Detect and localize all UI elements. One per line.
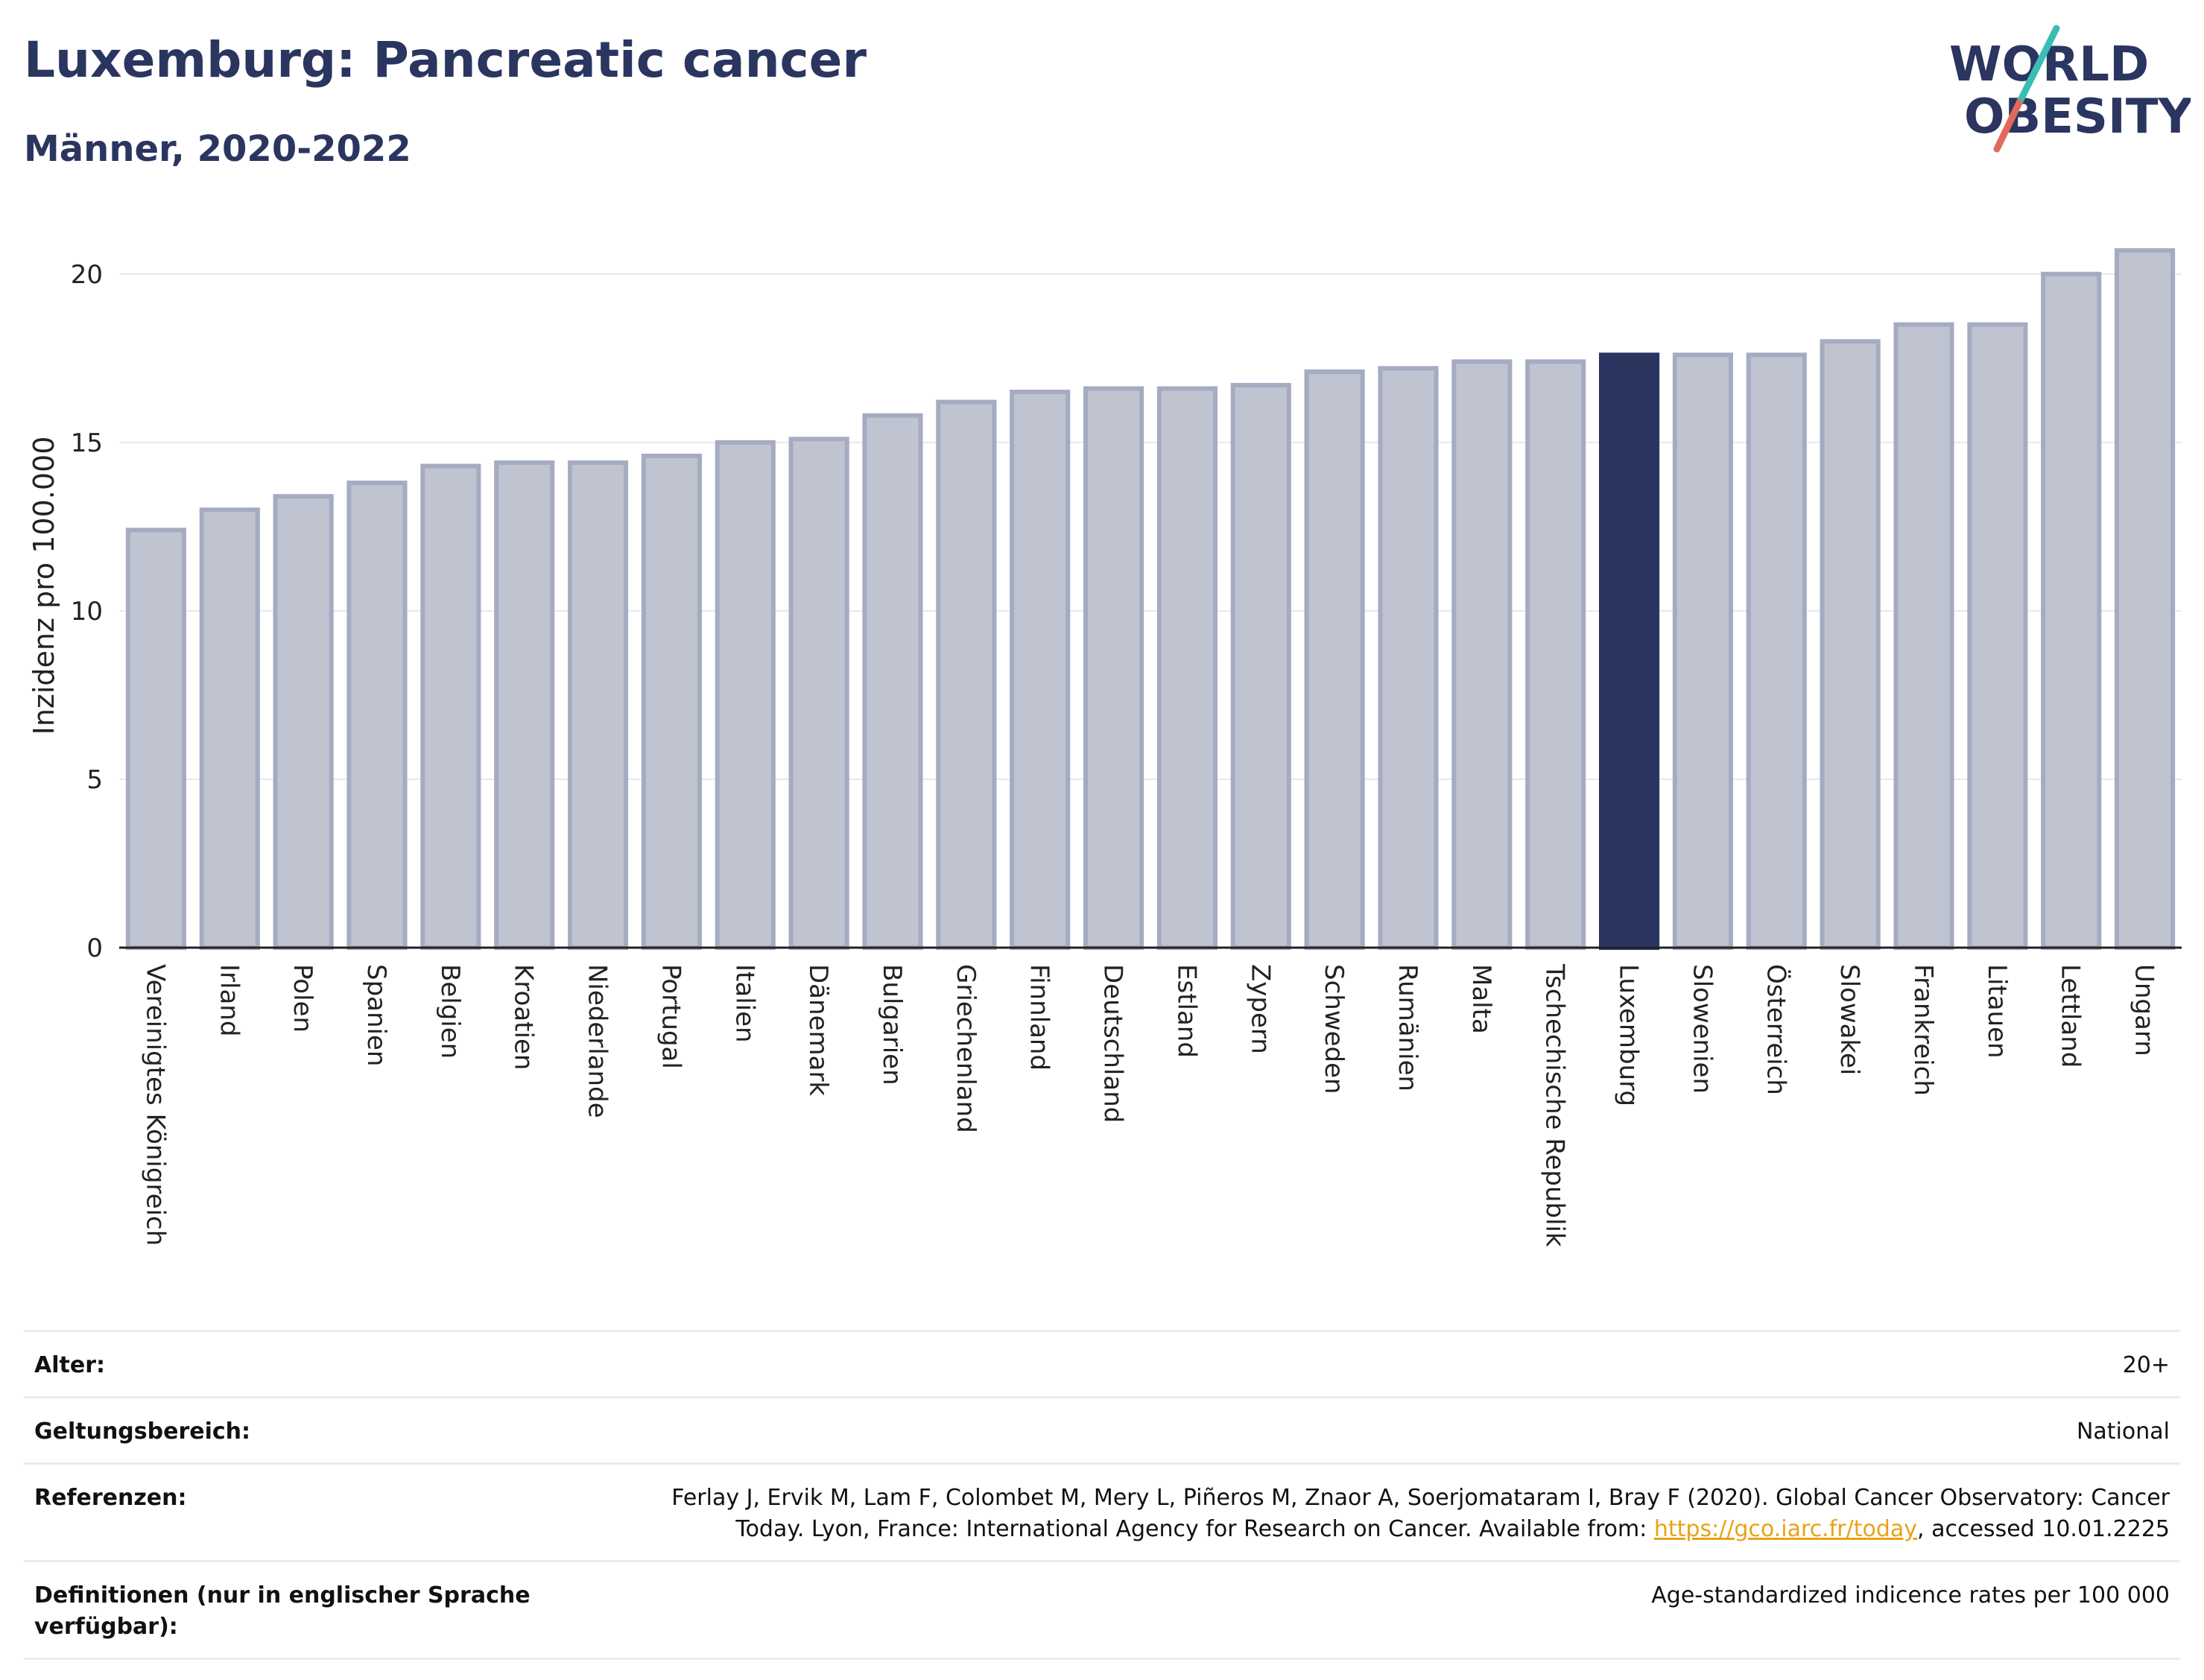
- x-tick-label: Lettland: [2056, 964, 2086, 1068]
- y-tick-label: 10: [71, 597, 103, 627]
- x-tick-label: Luxemburg: [1614, 964, 1644, 1106]
- bar: [125, 527, 186, 950]
- meta-value: Age-standardized indicence rates per 100…: [1651, 1582, 2170, 1608]
- bar: [346, 481, 408, 950]
- x-tick-label: Frankreich: [1908, 964, 1938, 1096]
- bar: [568, 460, 629, 950]
- bar: [1525, 359, 1586, 950]
- x-tick-label: Tschechische Republik: [1540, 963, 1570, 1247]
- bars: [125, 248, 2176, 951]
- bar: [1672, 352, 1733, 950]
- meta-value: 20+: [2122, 1352, 2170, 1378]
- meta-key: Geltungsbereich:: [34, 1419, 251, 1445]
- x-tick-label: Zypern: [1245, 964, 1275, 1054]
- bar: [1230, 383, 1291, 950]
- bar: [715, 440, 776, 950]
- meta-row-definitions: Definitionen (nur in englischer Sprache …: [24, 1560, 2180, 1660]
- x-tick-label: Italien: [729, 964, 759, 1043]
- meta-row-references: Referenzen: Ferlay J, Ervik M, Lam F, Co…: [24, 1462, 2180, 1560]
- x-tick-label: Deutschland: [1098, 964, 1128, 1123]
- y-tick-label: 0: [86, 933, 103, 963]
- chart-title: Luxemburg: Pancreatic cancer: [24, 31, 867, 89]
- bar: [936, 399, 997, 950]
- y-axis-label: Inzidenz pro 100.000: [28, 437, 60, 735]
- x-tick-label: Estland: [1171, 964, 1201, 1058]
- y-tick-label: 20: [71, 260, 103, 290]
- x-tick-label: Slowakei: [1834, 964, 1864, 1075]
- meta-key: Definitionen (nur in englischer Sprache …: [34, 1582, 531, 1640]
- meta-value: Ferlay J, Ervik M, Lam F, Colombet M, Me…: [605, 1483, 2170, 1545]
- chart-subtitle: Männer, 2020-2022: [24, 128, 411, 170]
- x-tick-label: Bulgarien: [877, 964, 907, 1085]
- bar: [1304, 369, 1365, 950]
- logo-slash-red: [1993, 99, 2023, 153]
- bar: [420, 463, 481, 950]
- bar: [1746, 352, 1807, 950]
- x-tick-label: Belgien: [435, 964, 465, 1059]
- x-tick-label: Kroatien: [509, 964, 539, 1070]
- bar: [641, 453, 702, 950]
- x-tick-label: Litauen: [1982, 964, 2012, 1059]
- bar: [1378, 366, 1439, 950]
- meta-row-age: Alter: 20+: [24, 1330, 2180, 1396]
- x-tick-label: Österreich: [1761, 964, 1791, 1095]
- world-obesity-logo: WORLD OBESITY: [1949, 25, 2191, 153]
- logo-slash-teal: [2015, 25, 2060, 107]
- bar: [1451, 359, 1513, 950]
- bar: [494, 460, 555, 950]
- bar: [1967, 322, 2028, 950]
- bar: [1083, 386, 1144, 950]
- reference-link[interactable]: https://gco.iarc.fr/today: [1653, 1516, 1918, 1542]
- x-tick-label: Malta: [1466, 964, 1496, 1034]
- meta-value: National: [2076, 1419, 2170, 1445]
- bar: [1820, 339, 1881, 950]
- bar: [788, 437, 849, 950]
- x-tick-label: Portugal: [656, 964, 685, 1069]
- bar: [862, 413, 923, 950]
- bar: [199, 507, 260, 950]
- x-tick-label: Niederlande: [583, 964, 612, 1118]
- meta-row-scope: Geltungsbereich: National: [24, 1396, 2180, 1462]
- bar-chart: 0 5 10 15 20 Vereinigtes Königreich Irland Pole…: [28, 248, 2182, 1247]
- x-tick-label: Griechenland: [951, 964, 981, 1133]
- meta-key: Alter:: [34, 1352, 105, 1378]
- x-tick-label: Slowenien: [1687, 964, 1717, 1094]
- bar: [1010, 390, 1071, 950]
- metadata-table: Alter: 20+ Geltungsbereich: National Ref…: [24, 1330, 2180, 1660]
- bar: [1156, 386, 1217, 950]
- x-tick-label: Dänemark: [803, 964, 833, 1096]
- y-tick-label: 5: [86, 765, 103, 795]
- x-tick-label: Irland: [214, 964, 244, 1036]
- reference-accessed: , accessed 10.01.2225: [1917, 1516, 2170, 1542]
- meta-key: Referenzen:: [34, 1485, 187, 1511]
- y-tick-label: 15: [71, 428, 103, 458]
- bar: [2115, 248, 2176, 951]
- bar: [2041, 271, 2102, 950]
- x-tick-label: Vereinigtes Königreich: [140, 964, 170, 1246]
- bar: [1893, 322, 1954, 950]
- x-tick-label: Schweden: [1319, 964, 1349, 1094]
- bar-highlight: [1599, 352, 1660, 950]
- bar: [273, 494, 334, 950]
- x-tick-label: Rumänien: [1393, 964, 1422, 1091]
- x-tick-label: Polen: [288, 964, 317, 1033]
- x-tick-label: Ungarn: [2129, 964, 2159, 1056]
- x-tick-label: Spanien: [361, 964, 391, 1066]
- x-tick-label: Finnland: [1025, 964, 1054, 1071]
- axes: 0 5 10 15 20 Vereinigtes Königreich Irland Pole…: [71, 260, 2182, 1247]
- reference-text: Ferlay J, Ervik M, Lam F, Colombet M, Me…: [671, 1485, 2170, 1542]
